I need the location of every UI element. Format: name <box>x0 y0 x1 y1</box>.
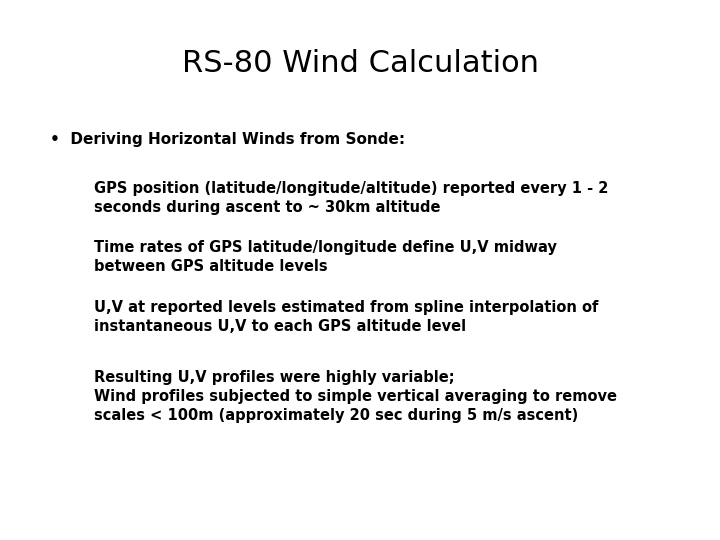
Text: Resulting U,V profiles were highly variable;
Wind profiles subjected to simple v: Resulting U,V profiles were highly varia… <box>94 370 616 423</box>
Text: RS-80 Wind Calculation: RS-80 Wind Calculation <box>181 49 539 78</box>
Text: U,V at reported levels estimated from spline interpolation of
instantaneous U,V : U,V at reported levels estimated from sp… <box>94 300 598 334</box>
Text: Time rates of GPS latitude/longitude define U,V midway
between GPS altitude leve: Time rates of GPS latitude/longitude def… <box>94 240 557 274</box>
Text: GPS position (latitude/longitude/altitude) reported every 1 - 2
seconds during a: GPS position (latitude/longitude/altitud… <box>94 181 608 215</box>
Text: •  Deriving Horizontal Winds from Sonde:: • Deriving Horizontal Winds from Sonde: <box>50 132 405 147</box>
